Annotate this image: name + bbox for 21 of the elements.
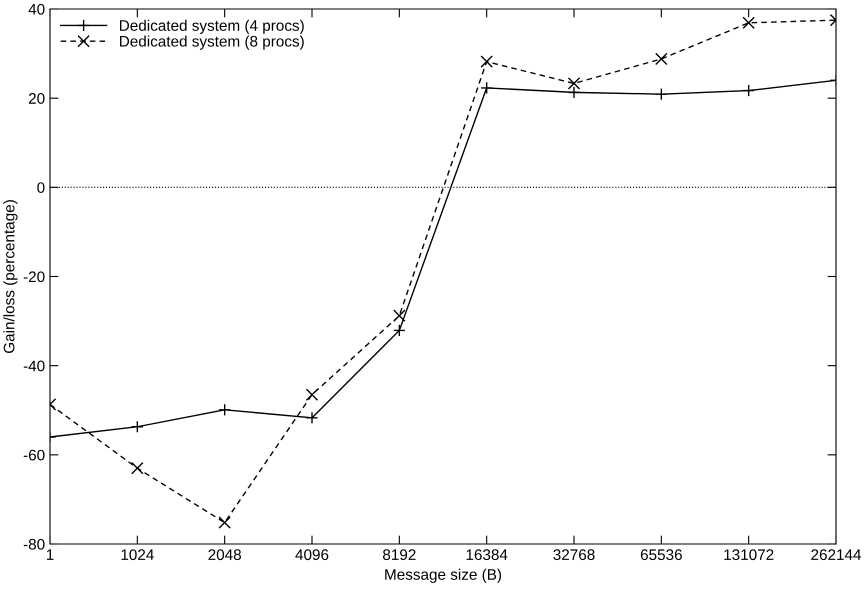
- y-tick-label: 0: [37, 182, 45, 194]
- x-tick-label: 65536: [640, 549, 682, 560]
- x-tick-label: 2048: [208, 549, 241, 560]
- legend-label: Dedicated system (8 procs): [120, 35, 304, 50]
- y-tick-label: 20: [28, 93, 45, 104]
- legend-label: Dedicated system (4 procs): [120, 20, 304, 34]
- x-axis-title: Message size (B): [385, 568, 502, 583]
- x-tick-label: 1: [46, 549, 54, 560]
- x-tick-label: 1024: [122, 549, 154, 560]
- x-tick-label: 32768: [553, 549, 595, 560]
- x-tick-label: 8192: [383, 549, 416, 560]
- x-tick-label: 131072: [724, 549, 774, 560]
- x-tick-label: 16384: [466, 549, 508, 560]
- y-tick-label: -60: [24, 450, 45, 461]
- y-axis-title: Gain/loss (percentage): [3, 200, 18, 353]
- y-tick-label: -20: [24, 271, 45, 282]
- y-tick-label: 40: [28, 4, 45, 15]
- x-tick-label: 262144: [811, 549, 862, 560]
- y-tick-label: -80: [24, 538, 45, 550]
- y-tick-label: -40: [24, 360, 45, 372]
- x-tick-label: 4096: [295, 549, 328, 560]
